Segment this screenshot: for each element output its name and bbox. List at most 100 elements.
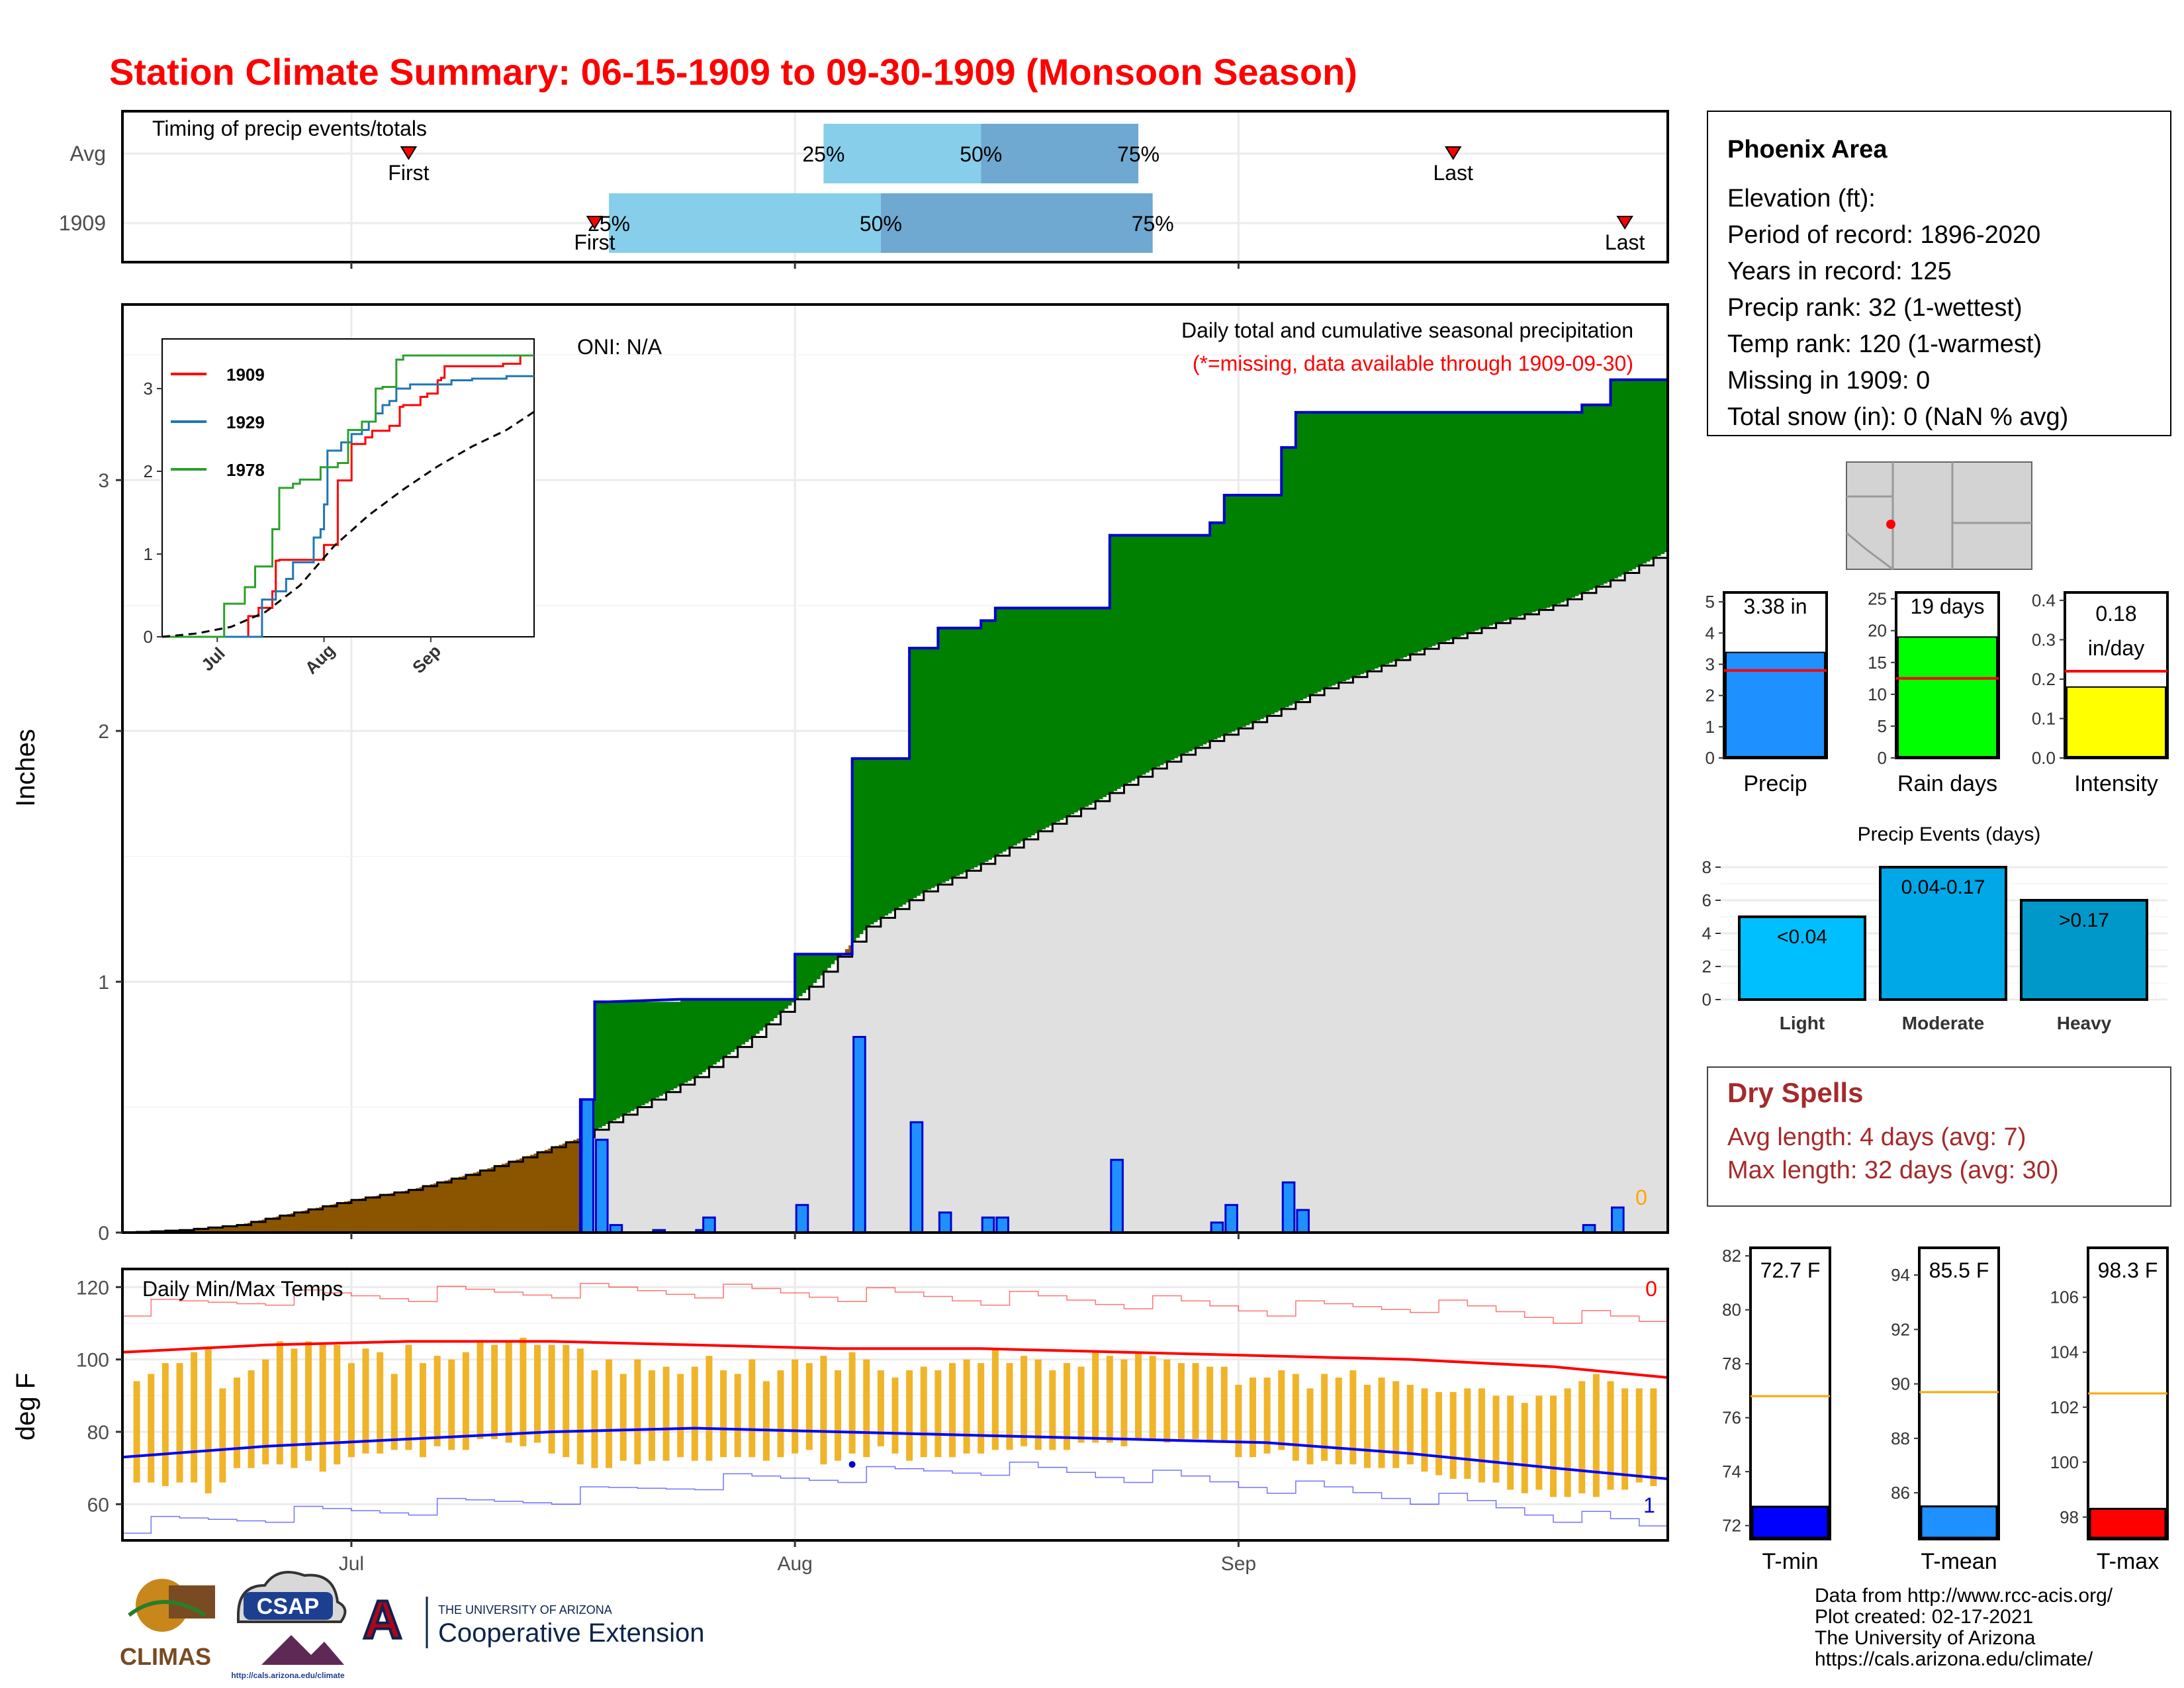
deficit-segment bbox=[844, 949, 849, 955]
surplus-segment bbox=[1410, 412, 1414, 655]
surplus-segment bbox=[1167, 535, 1171, 762]
surplus-segment bbox=[1610, 379, 1615, 581]
surplus-segment bbox=[1396, 412, 1400, 661]
surplus-segment bbox=[1131, 535, 1136, 781]
surplus-segment bbox=[734, 999, 739, 1050]
summary-bar-tick-label: 0.4 bbox=[2032, 590, 2056, 610]
surplus-segment bbox=[1091, 608, 1096, 804]
deficit-segment bbox=[373, 1196, 377, 1233]
deficit-segment bbox=[347, 1200, 352, 1233]
daily-precip-bar bbox=[1110, 1158, 1124, 1234]
surplus-segment bbox=[1124, 535, 1128, 785]
deficit-segment bbox=[291, 1213, 295, 1233]
surplus-segment bbox=[887, 758, 892, 914]
surplus-segment bbox=[1424, 412, 1429, 649]
surplus-segment bbox=[1206, 535, 1210, 743]
surplus-segment bbox=[1574, 412, 1579, 596]
daily-temp-range-bar bbox=[1406, 1384, 1414, 1465]
surplus-segment bbox=[1030, 608, 1035, 835]
precip-missing-count: 0 bbox=[1635, 1186, 1647, 1209]
surplus-segment bbox=[598, 1002, 602, 1128]
ua-text-bottom: Cooperative Extension bbox=[438, 1618, 704, 1648]
surplus-segment bbox=[1267, 494, 1271, 716]
surplus-segment bbox=[1488, 412, 1493, 626]
daily-temp-range-bar bbox=[848, 1352, 856, 1454]
deficit-segment bbox=[541, 1150, 545, 1233]
daily-temp-range-bar bbox=[191, 1352, 198, 1483]
daily-temp-range-bar bbox=[777, 1370, 784, 1458]
events-bar-label: 0.04-0.17 bbox=[1901, 876, 1985, 898]
surplus-segment bbox=[605, 1002, 610, 1125]
summary-bar-tick-label: 0.0 bbox=[2032, 748, 2056, 768]
inset-series-1909 bbox=[162, 354, 534, 638]
surplus-segment bbox=[1496, 412, 1500, 624]
summary-bar-tick-label: 5 bbox=[1706, 592, 1715, 612]
daily-temp-range-bar bbox=[219, 1388, 226, 1483]
surplus-segment bbox=[1281, 447, 1286, 710]
surplus-segment bbox=[1299, 412, 1304, 700]
daily-temp-range-bar bbox=[1621, 1388, 1629, 1490]
deficit-segment bbox=[490, 1167, 495, 1233]
events-bar bbox=[1738, 915, 1866, 1001]
surplus-segment bbox=[1013, 608, 1017, 846]
events-bar-label: >0.17 bbox=[2059, 910, 2109, 931]
deficit-segment bbox=[430, 1184, 434, 1233]
surplus-segment bbox=[1392, 412, 1396, 662]
surplus-segment bbox=[819, 954, 824, 976]
deficit-segment bbox=[562, 1143, 567, 1233]
surplus-segment bbox=[1285, 447, 1289, 708]
daily-temp-range-bar bbox=[920, 1366, 927, 1458]
daily-temp-range-bar bbox=[377, 1352, 384, 1454]
page-title: Station Climate Summary: 06-15-1909 to 0… bbox=[109, 51, 1357, 93]
surplus-segment bbox=[1138, 535, 1143, 777]
deficit-segment bbox=[276, 1216, 281, 1233]
surplus-segment bbox=[1428, 412, 1432, 647]
daily-temp-range-bar bbox=[420, 1363, 427, 1458]
temp-bar-name: T-max bbox=[2097, 1549, 2159, 1574]
daily-temp-range-bar bbox=[991, 1348, 999, 1450]
surplus-segment bbox=[1038, 608, 1042, 831]
surplus-segment bbox=[612, 1002, 617, 1121]
timing-row-label-year: 1909 bbox=[59, 211, 106, 235]
daily-temp-range-bar bbox=[563, 1344, 570, 1458]
surplus-segment bbox=[1614, 379, 1618, 579]
daily-temp-range-bar bbox=[1235, 1384, 1242, 1458]
daily-temp-range-bar bbox=[1220, 1366, 1228, 1443]
surplus-segment bbox=[752, 999, 756, 1037]
daily-precip-bar bbox=[981, 1216, 995, 1234]
daily-temp-range-bar bbox=[606, 1359, 613, 1468]
deficit-segment bbox=[283, 1215, 288, 1233]
surplus-segment bbox=[741, 999, 746, 1045]
deficit-segment bbox=[473, 1172, 477, 1233]
surplus-segment bbox=[1310, 412, 1314, 696]
temp-bar-tick-label: 102 bbox=[2050, 1397, 2079, 1417]
deficit-segment bbox=[501, 1164, 506, 1233]
station-info-box bbox=[1707, 111, 2171, 436]
deficit-segment bbox=[304, 1210, 309, 1233]
deficit-segment bbox=[269, 1217, 273, 1233]
surplus-segment bbox=[1095, 608, 1100, 802]
deficit-segment bbox=[236, 1225, 241, 1233]
deficit-segment bbox=[526, 1156, 531, 1233]
deficit-segment bbox=[362, 1197, 367, 1233]
surplus-segment bbox=[1539, 412, 1543, 610]
temp-bar-tick-label: 94 bbox=[1891, 1265, 1910, 1285]
summary-bar-tick-label: 0.2 bbox=[2032, 669, 2056, 689]
surplus-segment bbox=[615, 1002, 620, 1119]
temp-bar-fill bbox=[1920, 1505, 1998, 1539]
surplus-segment bbox=[1160, 535, 1164, 765]
surplus-segment bbox=[1345, 412, 1350, 680]
surplus-segment bbox=[956, 628, 960, 876]
station-name: Phoenix Area bbox=[1727, 136, 1888, 164]
surplus-segment bbox=[1045, 608, 1050, 828]
deficit-segment bbox=[248, 1223, 252, 1233]
surplus-segment bbox=[1088, 608, 1093, 805]
surplus-segment bbox=[1002, 608, 1007, 852]
deficit-segment bbox=[251, 1221, 255, 1233]
surplus-segment bbox=[995, 608, 999, 856]
temp-tmin-record bbox=[122, 1462, 1668, 1534]
surplus-segment bbox=[716, 999, 721, 1062]
daily-temp-range-bar bbox=[347, 1363, 355, 1458]
timing-last-marker bbox=[1616, 216, 1633, 230]
